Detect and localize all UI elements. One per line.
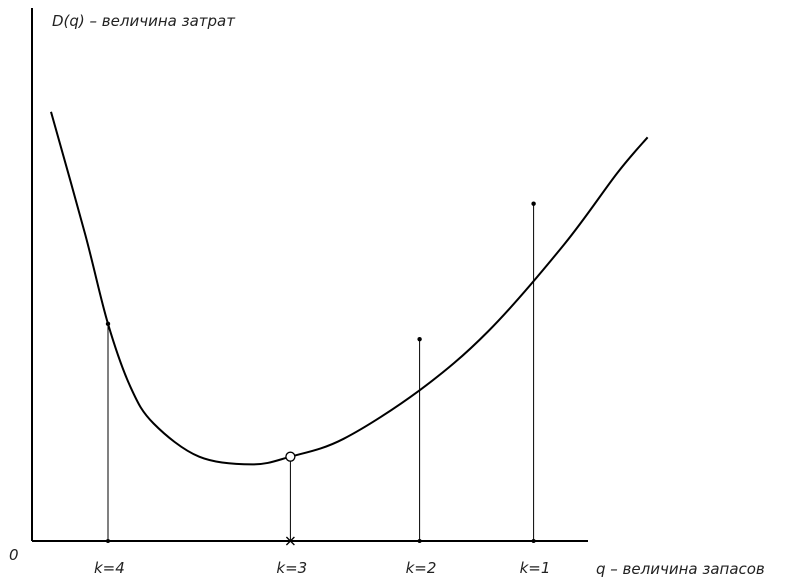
axis-dot-k-2: [417, 539, 422, 543]
axis-dot-k-1: [531, 539, 536, 543]
curve-point-k-2: [417, 336, 422, 342]
cost-curve: [50, 111, 649, 466]
axis-cross-k-3: [285, 536, 295, 546]
tick-label-k-2: k=2: [406, 559, 437, 577]
curve-point-k-1: [531, 201, 536, 206]
tick-label-k-3: k=3: [276, 559, 307, 577]
x-axis-label: q – величина запасов: [596, 560, 765, 578]
tick-label-k-4: k=4: [94, 559, 125, 577]
origin-label: 0: [9, 546, 19, 564]
curve-point-k-4: [105, 321, 111, 327]
markers-group: k=4 k=3 k=2 k=1: [94, 201, 551, 577]
minimum-point-k-3: [285, 451, 296, 462]
y-axis-label: D(q) – величина затрат: [52, 12, 236, 30]
tick-label-k-1: k=1: [520, 559, 551, 577]
axis-dot-k-4: [106, 539, 110, 543]
